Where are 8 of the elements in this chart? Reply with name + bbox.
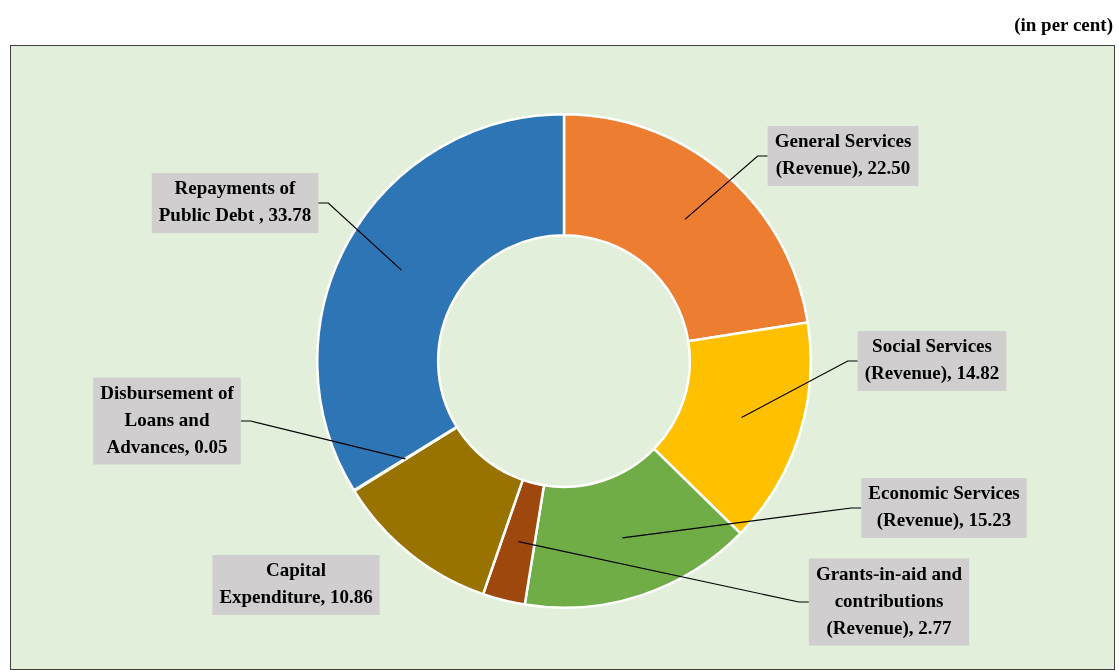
slice-label: Grants-in-aid and contributions (Revenue), 2.77 [815, 562, 963, 639]
slice-label: General Services (Revenue), 22.50 [774, 130, 912, 180]
slice-label: Repayments of Public Debt , 33.78 [158, 177, 312, 226]
slice-label: Economic Services (Revenue), 15.23 [868, 482, 1020, 532]
text: (in per cent) [1014, 14, 1113, 36]
slice-label: Disbursement of Loans and Advances, 0.05 [100, 381, 235, 457]
slice-label: Social Services (Revenue), 14.82 [864, 335, 1000, 385]
slice-label: Capital Expenditure, 10.86 [219, 559, 373, 608]
